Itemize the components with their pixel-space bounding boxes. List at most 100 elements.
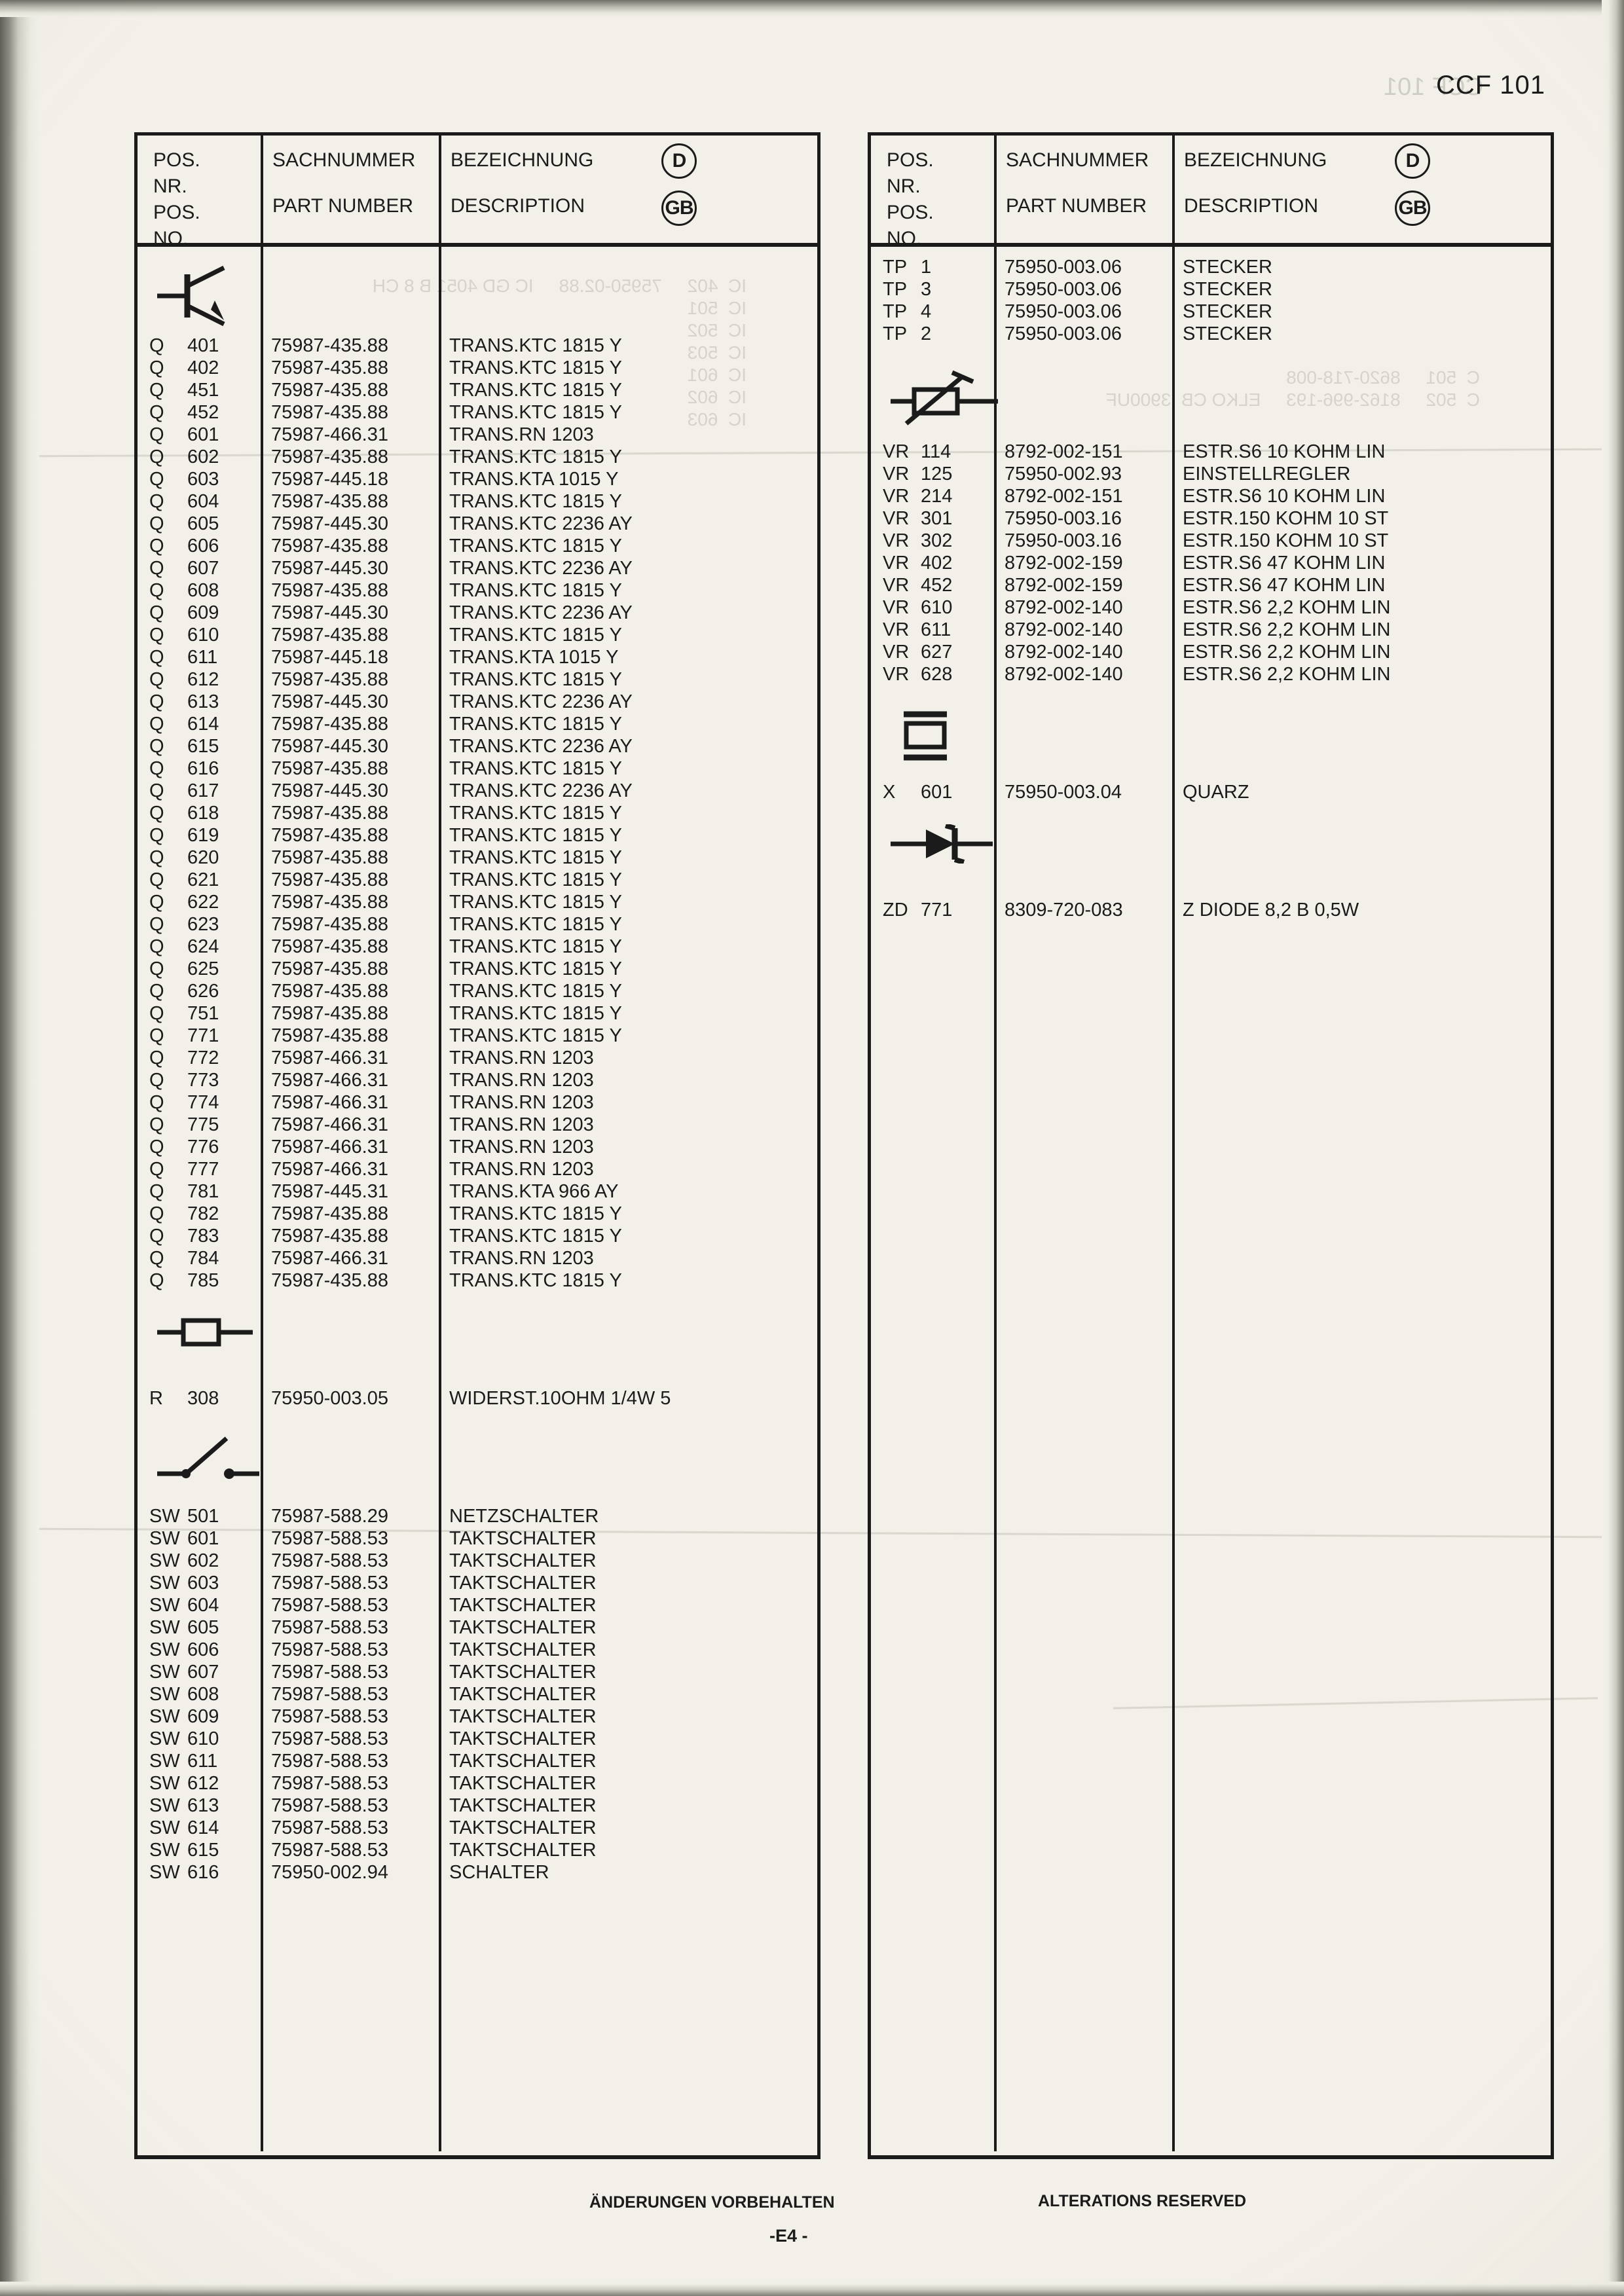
cell-description: ESTR.S6 2,2 KOHM LIN — [1183, 642, 1391, 663]
table-row: Q 620 75987-435.88 TRANS.KTC 1815 Y — [138, 847, 817, 869]
cell-position-number: Q 621 — [149, 869, 257, 891]
cell-description: STECKER — [1183, 257, 1272, 278]
cell-part-number: 75987-435.88 — [271, 536, 388, 556]
position-num: 618 — [187, 803, 219, 824]
cell-part-number: 75950-003.06 — [1005, 257, 1122, 278]
cell-position-number: Q 771 — [149, 1025, 257, 1047]
cell-description: NETZSCHALTER — [449, 1506, 599, 1527]
position-num: 501 — [187, 1506, 219, 1527]
cell-part-number: 75950-003.06 — [1005, 323, 1122, 344]
table-row: Q 617 75987-445.30 TRANS.KTC 2236 AY — [138, 780, 817, 802]
table-row: SW 607 75987-588.53 TAKTSCHALTER — [138, 1661, 817, 1683]
cell-part-number: 75987-588.53 — [271, 1728, 388, 1749]
cell-part-number: 75950-003.16 — [1005, 508, 1122, 529]
cell-position-number: Q 777 — [149, 1158, 257, 1180]
cell-description: TRANS.KTC 1815 Y — [449, 625, 622, 646]
cell-part-number: 75987-435.88 — [271, 402, 388, 423]
position-ref: Q — [149, 758, 164, 779]
cell-part-number: 8792-002-151 — [1005, 441, 1123, 462]
cell-part-number: 75950-003.05 — [271, 1388, 388, 1409]
position-num: 772 — [187, 1048, 219, 1068]
parts-table-right: POS. NR. POS. NO. SACHNUMMER PART NUMBER… — [868, 132, 1554, 2159]
position-ref: VR — [883, 619, 910, 640]
flag-gb-icon: GB — [661, 191, 697, 226]
cell-part-number: 75987-435.88 — [271, 1203, 388, 1224]
footer-alterations-de: ÄNDERUNGEN VORBEHALTEN — [589, 2193, 835, 2212]
cell-part-number: 8792-002-159 — [1005, 553, 1123, 574]
position-num: 601 — [187, 1528, 219, 1549]
header-part-number: PART NUMBER — [272, 195, 414, 217]
position-ref: Q — [149, 1137, 164, 1157]
cell-position-number: SW 605 — [149, 1616, 257, 1639]
position-ref: TP — [883, 257, 908, 278]
position-ref: VR — [883, 642, 910, 663]
cell-position-number: Q 620 — [149, 847, 257, 869]
position-ref: SW — [149, 1506, 180, 1527]
cell-part-number: 75987-445.31 — [271, 1181, 388, 1202]
table-row: TP 4 75950-003.06 STECKER — [871, 301, 1551, 323]
body-divider-2 — [1172, 247, 1175, 2151]
cell-position-number: Q 751 — [149, 1002, 257, 1025]
position-num: 605 — [187, 513, 219, 534]
cell-position-number: SW 616 — [149, 1861, 257, 1884]
position-num: 607 — [187, 1662, 219, 1683]
cell-description: TRANS.KTC 1815 Y — [449, 869, 622, 890]
cell-position-number: VR 302 — [883, 530, 991, 552]
position-ref: X — [883, 782, 896, 803]
cell-position-number: Q 623 — [149, 913, 257, 936]
resistor-icon — [156, 1313, 254, 1352]
cell-position-number: Q 451 — [149, 379, 257, 401]
cell-part-number: 75987-588.53 — [271, 1595, 388, 1616]
position-num: 401 — [187, 335, 219, 356]
quartz-icon — [889, 706, 961, 765]
cell-description: ESTR.S6 10 KOHM LIN — [1183, 441, 1386, 462]
table-row: Q 616 75987-435.88 TRANS.KTC 1815 Y — [138, 757, 817, 780]
cell-description: TRANS.KTC 1815 Y — [449, 1270, 622, 1291]
table-row: SW 605 75987-588.53 TAKTSCHALTER — [138, 1616, 817, 1639]
cell-description: TRANS.KTC 1815 Y — [449, 536, 622, 556]
cell-part-number: 75987-588.53 — [271, 1795, 388, 1816]
cell-description: TRANS.KTC 1815 Y — [449, 958, 622, 979]
position-ref: Q — [149, 1092, 164, 1113]
cell-part-number: 8792-002-151 — [1005, 486, 1123, 507]
table-row: Q 785 75987-435.88 TRANS.KTC 1815 Y — [138, 1269, 817, 1292]
position-ref: VR — [883, 464, 910, 484]
position-ref: Q — [149, 1203, 164, 1224]
position-ref: Q — [149, 625, 164, 646]
cell-part-number: 75987-588.29 — [271, 1506, 388, 1527]
position-num: 616 — [187, 1862, 219, 1883]
position-num: 614 — [187, 1817, 219, 1838]
position-num: 773 — [187, 1070, 219, 1091]
cell-description: TAKTSCHALTER — [449, 1706, 597, 1727]
position-ref: Q — [149, 580, 164, 601]
cell-part-number: 75987-445.30 — [271, 602, 388, 623]
position-ref: SW — [149, 1684, 180, 1705]
position-num: 613 — [187, 1795, 219, 1816]
cell-description: TRANS.RN 1203 — [449, 424, 594, 445]
table-row: Q 624 75987-435.88 TRANS.KTC 1815 Y — [138, 936, 817, 958]
position-ref: Q — [149, 669, 164, 690]
position-ref: ZD — [883, 900, 908, 920]
cell-position-number: R 308 — [149, 1387, 257, 1410]
table-row: Q 605 75987-445.30 TRANS.KTC 2236 AY — [138, 513, 817, 535]
position-ref: VR — [883, 664, 910, 685]
cell-part-number: 8792-002-140 — [1005, 597, 1123, 618]
cell-position-number: Q 613 — [149, 691, 257, 713]
table-row: Q 625 75987-435.88 TRANS.KTC 1815 Y — [138, 958, 817, 980]
cell-description: TRANS.RN 1203 — [449, 1092, 594, 1113]
cell-position-number: SW 501 — [149, 1505, 257, 1527]
table-row: SW 609 75987-588.53 TAKTSCHALTER — [138, 1705, 817, 1728]
cell-description: ESTR.150 KOHM 10 ST — [1183, 530, 1389, 551]
position-num: 3 — [921, 279, 932, 300]
cell-description: TRANS.KTC 1815 Y — [449, 1025, 622, 1046]
table-row: Q 608 75987-435.88 TRANS.KTC 1815 Y — [138, 579, 817, 602]
position-num: 114 — [921, 441, 951, 462]
position-num: 609 — [187, 1706, 219, 1727]
table-row: SW 613 75987-588.53 TAKTSCHALTER — [138, 1795, 817, 1817]
table-row: VR 627 8792-002-140 ESTR.S6 2,2 KOHM LIN — [871, 641, 1551, 663]
cell-position-number: TP 3 — [883, 278, 991, 301]
cell-part-number: 75987-588.53 — [271, 1751, 388, 1772]
cell-part-number: 75987-466.31 — [271, 1070, 388, 1091]
position-num: 606 — [187, 536, 219, 556]
cell-position-number: SW 614 — [149, 1817, 257, 1839]
